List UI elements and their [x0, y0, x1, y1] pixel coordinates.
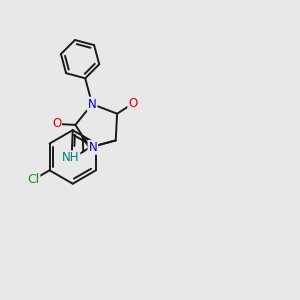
Text: O: O [52, 117, 61, 130]
Text: O: O [128, 97, 137, 110]
Text: Cl: Cl [27, 173, 39, 186]
Text: N: N [88, 141, 97, 154]
Text: NH: NH [62, 152, 80, 164]
Text: N: N [88, 98, 97, 111]
